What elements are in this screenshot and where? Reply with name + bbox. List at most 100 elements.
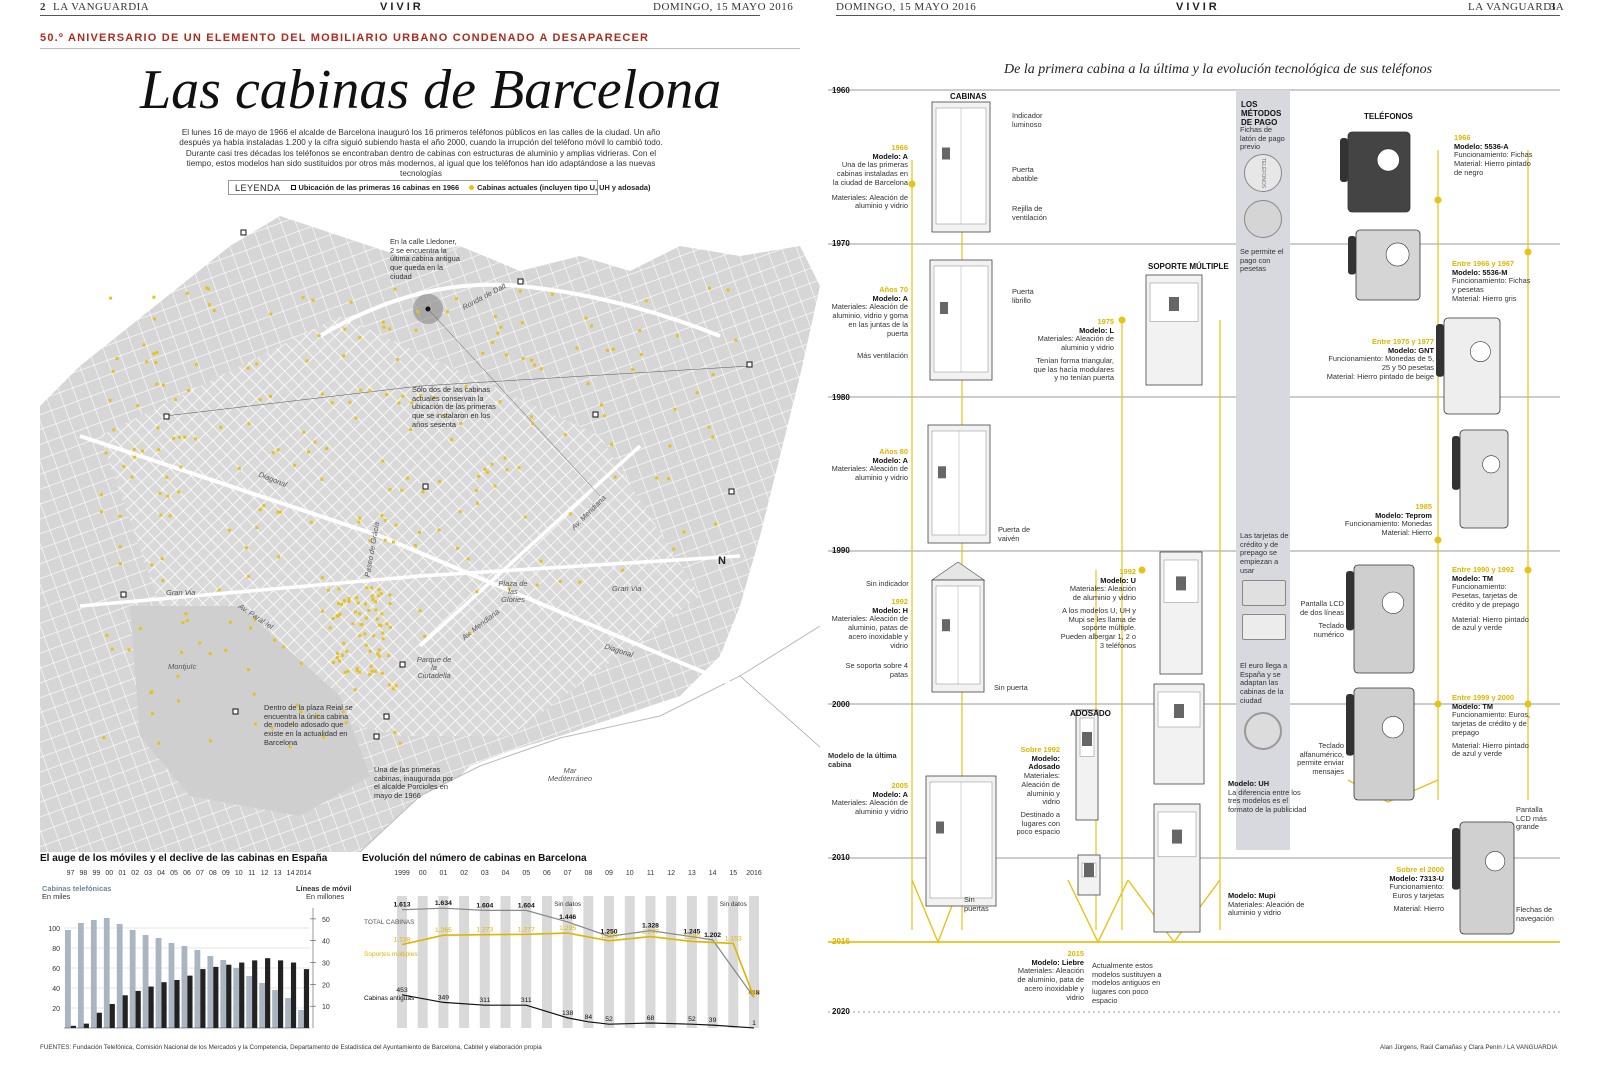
phone-dot — [105, 633, 109, 637]
phone-dot — [378, 654, 382, 658]
phone-dot — [149, 691, 153, 695]
phone-dot — [673, 407, 677, 411]
chart1-title: El auge de los móviles y el declive de l… — [40, 853, 328, 864]
phone-dot — [109, 296, 113, 300]
timeline-dot — [1524, 566, 1532, 574]
tel-1966: 1966 Modelo: 5536-A Funcionamiento: Fichas… — [1454, 133, 1533, 177]
year-label: 10 — [626, 870, 634, 877]
phone-dot — [335, 614, 339, 618]
phone-dot — [682, 530, 686, 534]
year-bar — [686, 896, 697, 1028]
north-arrow: N — [718, 555, 726, 567]
support-drawing — [1075, 709, 1099, 821]
phone-dot — [172, 436, 176, 440]
phone-dot — [355, 596, 359, 600]
data-label: 1.328 — [642, 923, 659, 930]
phone-dot — [372, 634, 376, 638]
map-annotation-lledoner: En la calle Lledoner, 2 se encuentra la … — [390, 237, 460, 281]
year-2020: 2020 — [832, 1007, 850, 1016]
pay-euro: El euro llega a España y se adaptan las … — [1240, 661, 1288, 705]
bar-moviles — [83, 1023, 89, 1028]
phone-dot — [354, 416, 358, 420]
phone-dot — [338, 612, 342, 616]
phone-dot — [563, 433, 567, 437]
year-label: 03 — [481, 870, 489, 877]
phone-dot — [496, 331, 500, 335]
phone-dot — [348, 400, 352, 404]
phone-dot — [530, 415, 533, 419]
timeline-dot — [1434, 196, 1442, 204]
phone-dot — [351, 622, 355, 626]
phone-dot — [707, 425, 711, 429]
booth-drawing — [929, 259, 993, 381]
bar-cabinas — [220, 960, 227, 1028]
phone-dot — [358, 670, 362, 674]
phone-dot — [185, 619, 189, 622]
phone-dot — [357, 520, 361, 524]
year-label: 12 — [667, 870, 675, 877]
legend-label: LEYENDA — [235, 182, 281, 193]
phone-dot — [676, 334, 680, 338]
phone-dot — [490, 462, 494, 466]
booth-drawing — [930, 561, 986, 693]
support-drawing — [1159, 551, 1203, 675]
phone-dot — [173, 398, 177, 402]
map-label-gran-via-1: Gran Via — [166, 588, 196, 597]
bar-moviles — [174, 980, 180, 1028]
phone-dot — [353, 610, 357, 614]
phone-dot — [394, 684, 398, 688]
phone-dot — [115, 357, 119, 360]
telephone-drawing — [1346, 564, 1415, 674]
callout-puerta-abatible: Puerta abatible — [1012, 165, 1038, 183]
data-label: 1 — [752, 1020, 756, 1027]
phone-dot — [381, 637, 385, 641]
phone-dot — [108, 398, 112, 402]
pay-pesetas: Se permite el pago con pesetas — [1240, 247, 1284, 274]
data-label: 84 — [585, 1014, 593, 1021]
category-label: 00 — [105, 870, 113, 877]
phone-dot — [359, 622, 363, 626]
data-label: 1.604 — [476, 902, 493, 909]
phone-dot — [273, 638, 276, 642]
data-label: 1.277 — [518, 926, 535, 933]
phone-dot — [255, 362, 259, 366]
phone-dot — [311, 298, 315, 302]
phone-dot — [711, 373, 715, 376]
bar-moviles — [277, 960, 284, 1028]
tel-1966-67: Entre 1966 y 1967 Modelo: 5536-M Funcionam… — [1452, 259, 1531, 303]
bar-moviles — [96, 1012, 102, 1028]
phone-dot — [247, 668, 251, 672]
phone-dot — [145, 360, 149, 364]
phone-dot — [111, 370, 115, 373]
phone-dot — [443, 414, 447, 418]
phone-dot — [153, 317, 156, 321]
year-label: 02 — [460, 870, 468, 877]
phone-dot — [456, 546, 460, 550]
category-label: 04 — [157, 870, 165, 877]
phone-dot — [160, 557, 164, 561]
phone-dot — [474, 488, 478, 492]
phone-dot — [388, 602, 392, 605]
diagonal-road — [79, 434, 761, 698]
phone-dot — [237, 467, 241, 470]
map-first-cabins — [120, 229, 753, 740]
header-telefonos: TELÉFONOS — [1364, 112, 1413, 121]
phone-dot — [377, 588, 381, 592]
data-label: 1.273 — [476, 927, 493, 934]
phone-dot — [454, 297, 458, 301]
data-label: 68 — [647, 1015, 655, 1022]
bar-cabinas — [168, 943, 175, 1028]
map-label-gran-via-2: Gran Via — [612, 584, 642, 593]
bar-cabinas — [129, 930, 136, 1028]
bar-cabinas — [298, 1010, 304, 1028]
year-bar — [459, 896, 470, 1028]
phone-dot — [437, 528, 441, 532]
year-bar — [438, 896, 449, 1028]
phone-dot — [558, 580, 562, 583]
chart1-right-unit: En millones — [306, 892, 345, 901]
credits-line: Alan Jürgens, Raúl Camañas y Clara Penín… — [1380, 1044, 1558, 1051]
phone-dot — [158, 491, 162, 495]
phone-dot — [344, 721, 348, 725]
phone-dot — [253, 618, 257, 622]
map-legend: LEYENDA Ubicación de las primeras 16 cab… — [228, 180, 650, 195]
